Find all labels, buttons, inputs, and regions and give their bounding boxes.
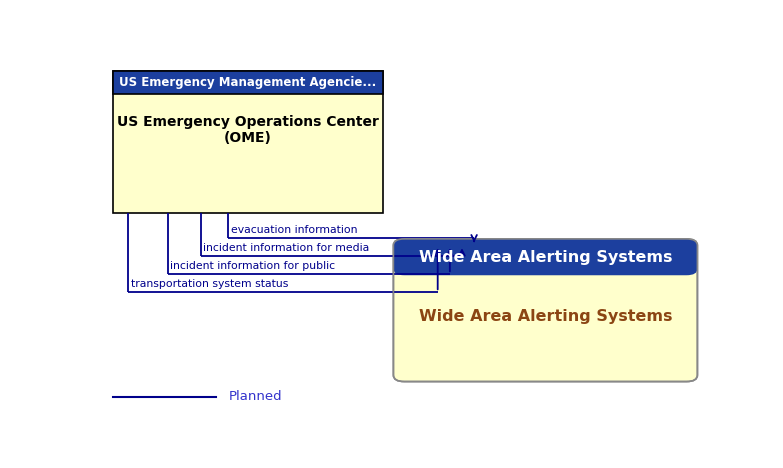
- Text: evacuation information: evacuation information: [231, 225, 357, 235]
- Text: Wide Area Alerting Systems: Wide Area Alerting Systems: [419, 249, 672, 264]
- Text: Wide Area Alerting Systems: Wide Area Alerting Systems: [419, 309, 672, 324]
- Text: incident information for media: incident information for media: [204, 243, 370, 253]
- Bar: [113, 71, 383, 94]
- Text: transportation system status: transportation system status: [131, 279, 288, 289]
- Text: Planned: Planned: [229, 390, 282, 403]
- Text: US Emergency Operations Center
(OME): US Emergency Operations Center (OME): [117, 115, 379, 145]
- FancyBboxPatch shape: [393, 239, 698, 275]
- Bar: [404, 256, 687, 269]
- FancyBboxPatch shape: [393, 239, 698, 381]
- Text: incident information for public: incident information for public: [170, 261, 335, 271]
- Text: US Emergency Management Agencie...: US Emergency Management Agencie...: [120, 76, 377, 89]
- Bar: [113, 71, 383, 213]
